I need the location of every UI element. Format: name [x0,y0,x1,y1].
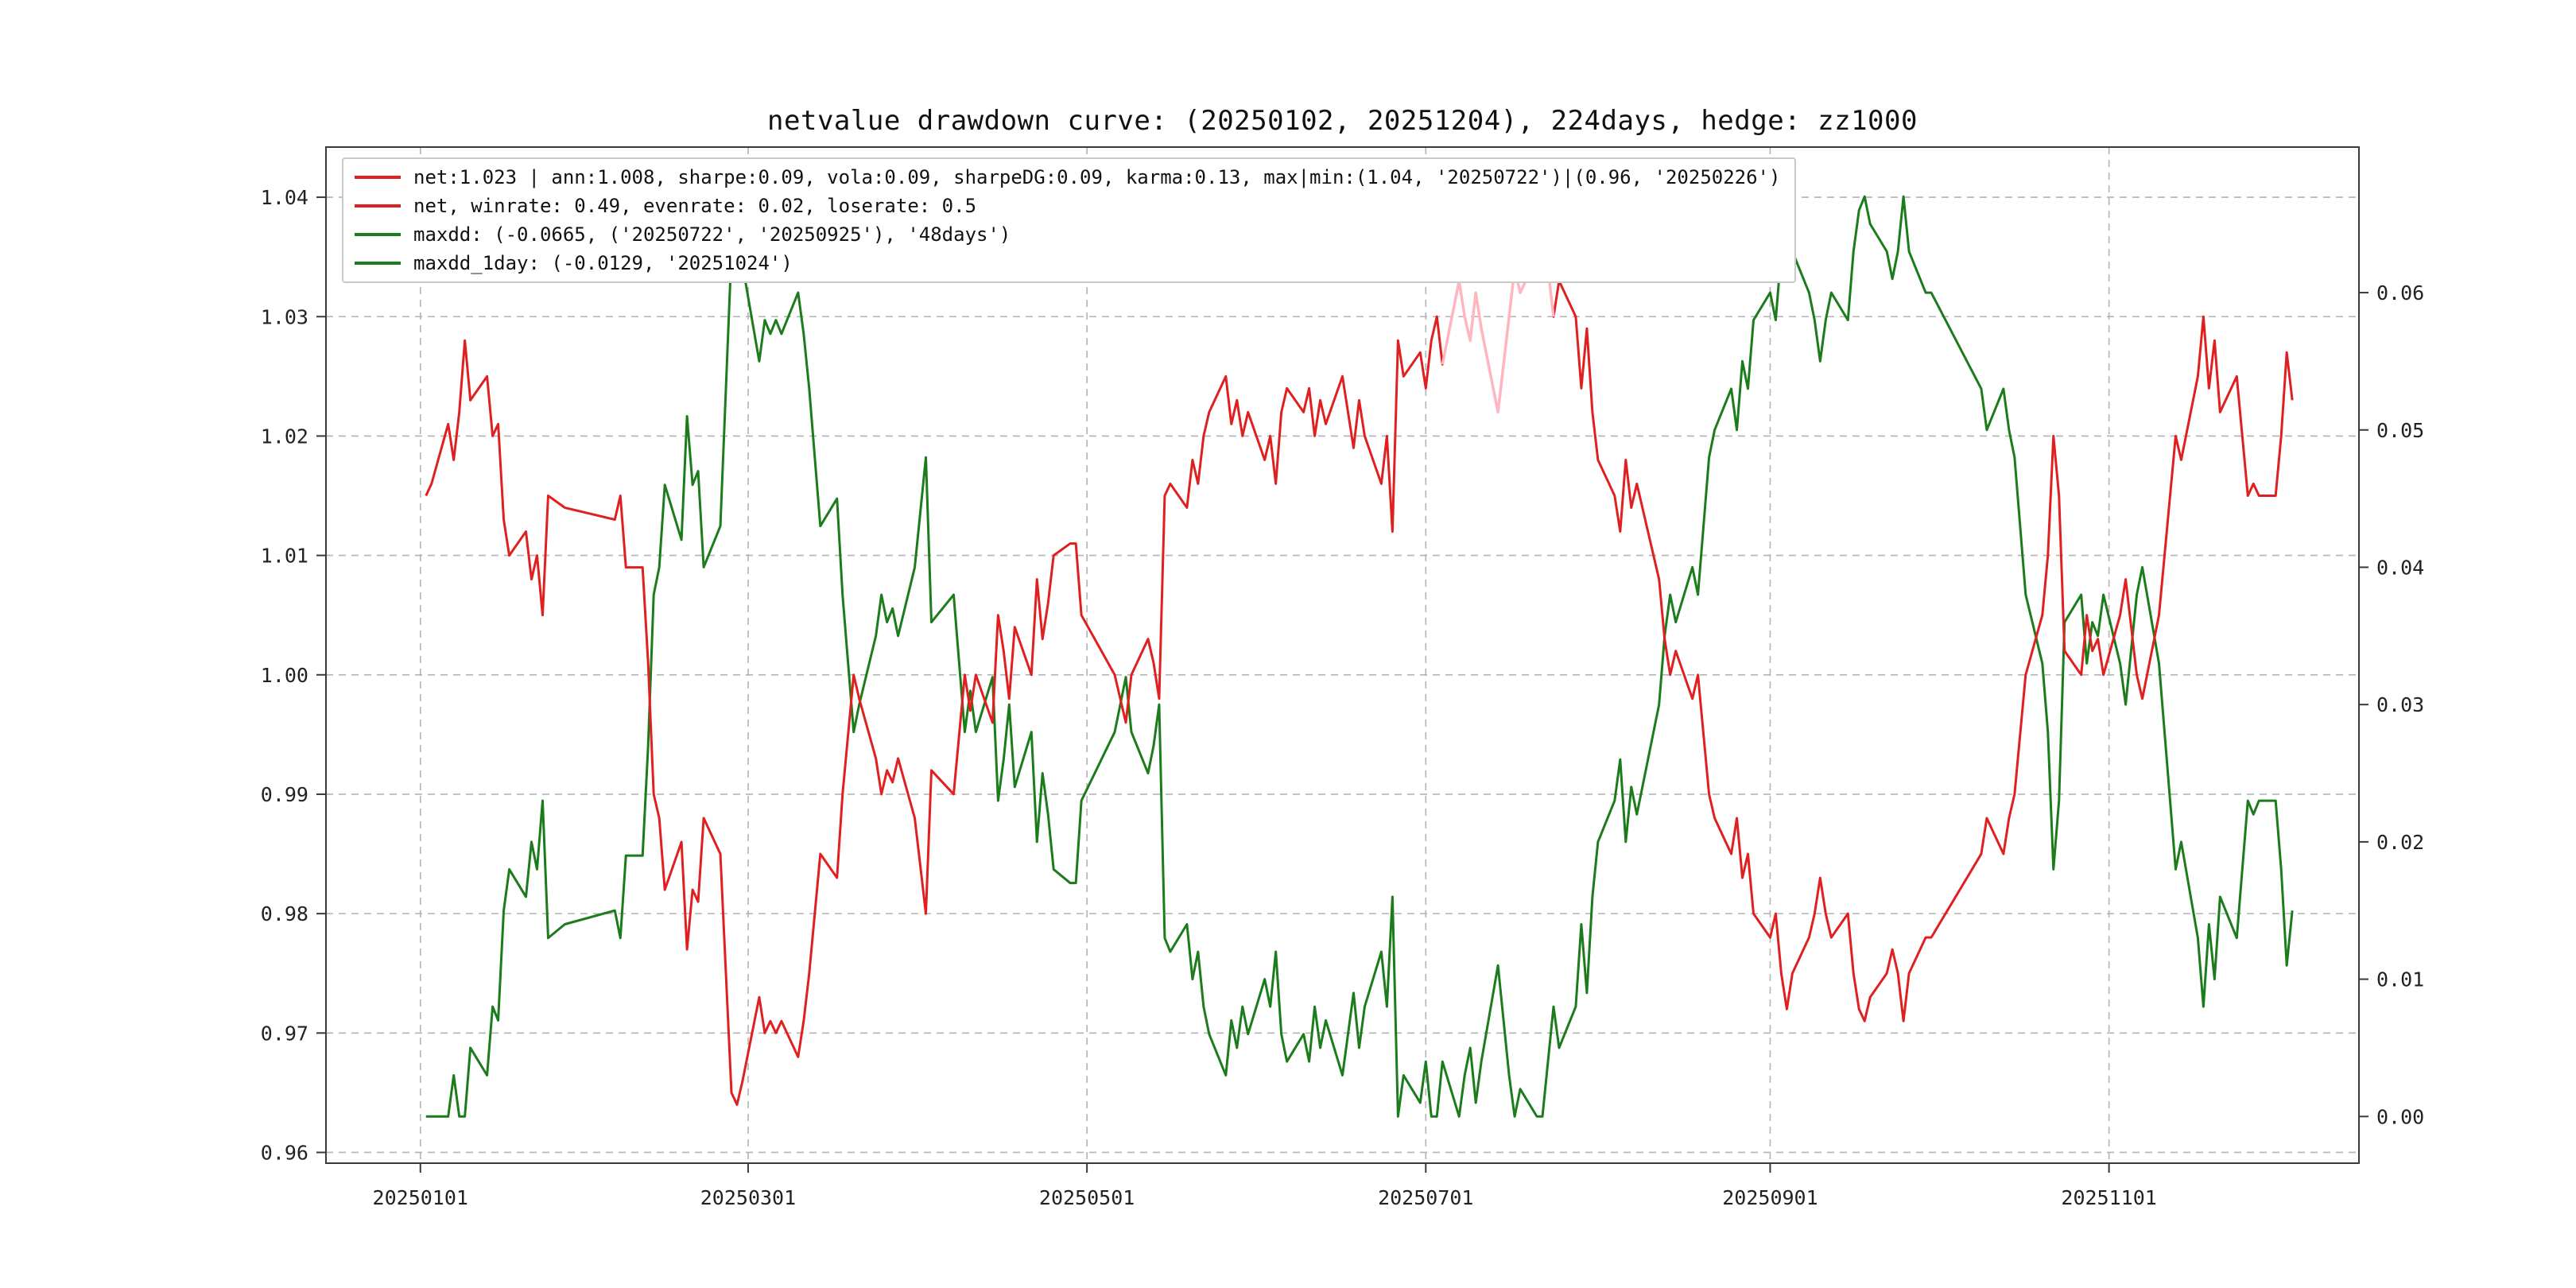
x-tick-label: 20250301 [700,1186,796,1209]
left-tick-label: 1.02 [261,425,308,448]
legend-label: net:1.023 | ann:1.008, sharpe:0.09, vola… [413,166,1781,188]
net-line [425,219,2294,1106]
right-tick-label: 0.00 [2376,1105,2424,1128]
x-tick-label: 20250901 [1722,1186,1818,1209]
left-tick-label: 0.97 [261,1022,308,1045]
right-tick-label: 0.04 [2376,556,2424,579]
left-tick-label: 0.96 [261,1141,308,1164]
net-line-swatch [355,204,401,208]
right-tick-label: 0.01 [2376,968,2424,991]
legend-label: net, winrate: 0.49, evenrate: 0.02, lose… [413,195,977,217]
legend-item-maxdd-1day: maxdd_1day: (-0.0129, '20251024') [355,251,1780,275]
legend-item-net-rates: net, winrate: 0.49, evenrate: 0.02, lose… [355,194,1780,218]
left-tick-label: 0.99 [261,783,308,806]
legend-label: maxdd: (-0.0665, ('20250722', '20250925'… [413,223,1011,246]
legend-label: maxdd_1day: (-0.0129, '20251024') [413,252,793,274]
chart-title: netvalue drawdown curve: (20250102, 2025… [767,105,1918,137]
x-tick-label: 20250101 [373,1186,468,1209]
right-tick-label: 0.05 [2376,419,2424,442]
left-tick-label: 1.00 [261,664,308,687]
legend-item-maxdd: maxdd: (-0.0665, ('20250722', '20250925'… [355,223,1780,246]
x-tick-label: 20251101 [2061,1186,2156,1209]
legend: net:1.023 | ann:1.008, sharpe:0.09, vola… [342,157,1797,283]
left-tick-label: 1.03 [261,305,308,328]
drawdown-line [425,195,2294,1118]
x-tick-label: 20250701 [1378,1186,1473,1209]
drawdown-line-swatch [355,233,401,236]
net-line-swatch [355,176,401,179]
legend-item-net-stats: net:1.023 | ann:1.008, sharpe:0.09, vola… [355,165,1780,189]
right-tick-label: 0.02 [2376,831,2424,854]
left-tick-label: 0.98 [261,902,308,925]
left-tick-label: 1.04 [261,186,308,209]
right-tick-label: 0.03 [2376,693,2424,716]
left-tick-label: 1.01 [261,545,308,568]
right-tick-label: 0.06 [2376,281,2424,305]
x-tick-label: 20250501 [1039,1186,1135,1209]
drawdown-line-swatch [355,262,401,265]
plot-border [325,146,2360,1164]
